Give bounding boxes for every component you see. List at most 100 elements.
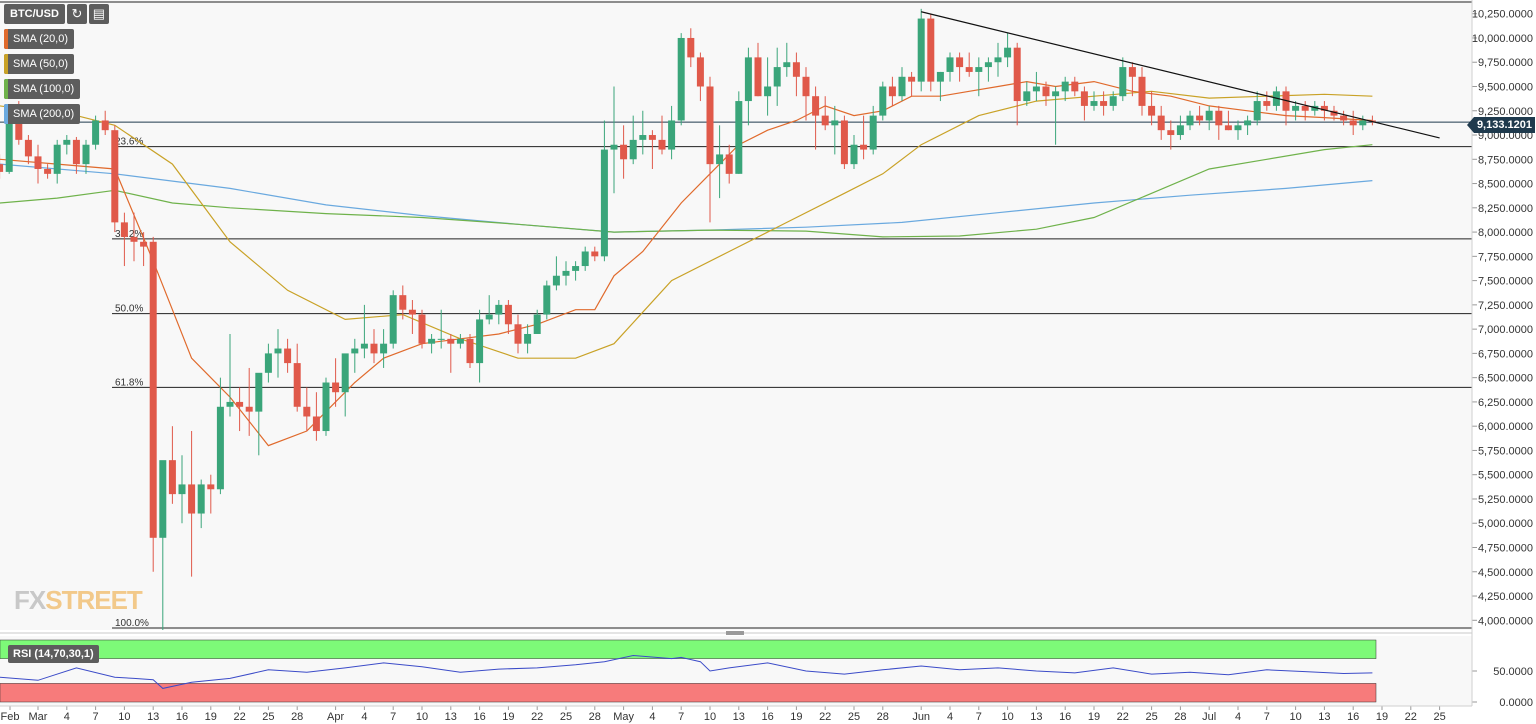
candle-body	[1205, 110, 1213, 121]
candle-body	[5, 115, 13, 172]
candle-body	[1100, 101, 1108, 106]
indicator-sma200[interactable]: SMA (200,0)	[4, 104, 81, 124]
candle-body	[53, 144, 61, 174]
candle-body	[168, 460, 176, 495]
candle-bullish	[1311, 101, 1319, 116]
indicator-sma100[interactable]: SMA (100,0)	[4, 79, 81, 99]
indicator-sma50[interactable]: SMA (50,0)	[4, 54, 75, 74]
bar-chart-icon[interactable]: ▤	[88, 4, 109, 24]
candle-body	[562, 270, 570, 276]
candle-body	[1359, 120, 1367, 126]
candle-bullish	[552, 256, 560, 291]
candle-bullish	[869, 105, 877, 155]
candle-bullish	[716, 125, 724, 199]
price-tick-label: 7,250.0000	[1478, 300, 1533, 312]
sma50-swatch	[4, 54, 8, 74]
candle-bullish	[216, 377, 224, 495]
time-tick-label: 4	[1235, 711, 1241, 723]
candle-bullish	[351, 338, 359, 373]
candle-bearish	[72, 136, 80, 174]
candle-bearish	[293, 343, 301, 412]
candle-bearish	[1080, 86, 1088, 121]
candle-body	[341, 353, 349, 393]
candle-bullish	[629, 115, 637, 165]
indicator-sma20[interactable]: SMA (20,0)	[4, 29, 75, 49]
candle-body	[130, 236, 138, 242]
price-tick-label: 5,500.0000	[1478, 470, 1533, 482]
candle-body	[783, 62, 791, 68]
pane-resize-handle[interactable]	[726, 631, 744, 635]
candle-body	[408, 309, 416, 315]
candle-bullish	[1205, 105, 1213, 131]
candle-body	[1090, 101, 1098, 106]
candle-body	[216, 406, 224, 490]
price-tick-label: 7,500.0000	[1478, 276, 1533, 288]
candle-bullish	[274, 329, 282, 378]
candle-bullish	[600, 120, 608, 262]
candle-body	[1349, 120, 1357, 126]
candle-bearish	[725, 144, 733, 184]
time-tick-label: 22	[233, 711, 245, 723]
candle-bearish	[591, 246, 599, 262]
candle-bullish	[63, 135, 71, 155]
candle-body	[581, 251, 589, 267]
candle-body	[1263, 101, 1271, 106]
symbol-label[interactable]: BTC/USD	[4, 4, 65, 24]
candle-body	[504, 304, 512, 325]
time-tick-label: Feb	[1, 711, 20, 723]
candle-bullish	[255, 372, 263, 456]
candle-bearish	[504, 300, 512, 334]
candle-bullish	[917, 8, 925, 92]
candle-bearish	[658, 115, 666, 155]
price-tick-label: 5,000.0000	[1478, 518, 1533, 530]
candle-bullish	[639, 110, 647, 155]
candle-bearish	[130, 212, 138, 262]
candle-bullish	[946, 52, 954, 82]
time-tick-label: 4	[64, 711, 70, 723]
candle-bearish	[648, 130, 656, 169]
time-tick-label: 10	[1001, 711, 1013, 723]
rsi-indicator-label[interactable]: RSI (14,70,30,1)	[8, 645, 99, 663]
candle-bearish	[802, 67, 810, 121]
price-tick-label: 5,750.0000	[1478, 445, 1533, 457]
time-tick-label: Apr	[327, 711, 344, 723]
indicator-label: SMA (200,0)	[13, 108, 75, 120]
fib-label: 100.0%	[115, 618, 149, 629]
candle-bullish	[159, 460, 167, 630]
candle-body	[428, 338, 436, 344]
candle-bullish	[764, 57, 772, 116]
price-tick-label: 8,750.0000	[1478, 154, 1533, 166]
price-tick-label: 4,250.0000	[1478, 591, 1533, 603]
price-tick-label: 4,000.0000	[1478, 615, 1533, 627]
candle-bearish	[1167, 120, 1175, 150]
time-tick-label: 13	[733, 711, 745, 723]
candle-body	[888, 86, 896, 97]
price-tick-label: 9,250.0000	[1478, 106, 1533, 118]
indicator-row: SMA (20,0)	[4, 29, 109, 49]
price-tick-label: 5,250.0000	[1478, 494, 1533, 506]
symbol-row: BTC/USD ↻ ▤	[4, 4, 109, 24]
candle-body	[178, 484, 186, 495]
candle-body	[1340, 115, 1348, 121]
time-tick-label: 25	[1433, 711, 1445, 723]
price-tick-label: 8,500.0000	[1478, 179, 1533, 191]
candle-bullish	[562, 261, 570, 286]
refresh-icon[interactable]: ↻	[66, 4, 87, 24]
candle-bearish	[1196, 105, 1204, 126]
time-tick-label: 22	[1117, 711, 1129, 723]
candle-body	[149, 241, 157, 538]
candle-bearish	[44, 164, 52, 179]
descending-trendline[interactable]	[921, 11, 1440, 139]
candle-bullish	[1234, 120, 1242, 140]
price-tick-label: 9,750.0000	[1478, 57, 1533, 69]
time-tick-label: 19	[790, 711, 802, 723]
trendline-group	[921, 11, 1440, 139]
candle-bullish	[975, 57, 983, 97]
candle-bearish	[1330, 105, 1338, 121]
time-tick-label: 7	[93, 711, 99, 723]
price-tick-label: 10,000.0000	[1472, 33, 1533, 45]
price-tick-label: 4,750.0000	[1478, 543, 1533, 555]
candle-body	[370, 343, 378, 354]
candle-bullish	[572, 261, 580, 281]
